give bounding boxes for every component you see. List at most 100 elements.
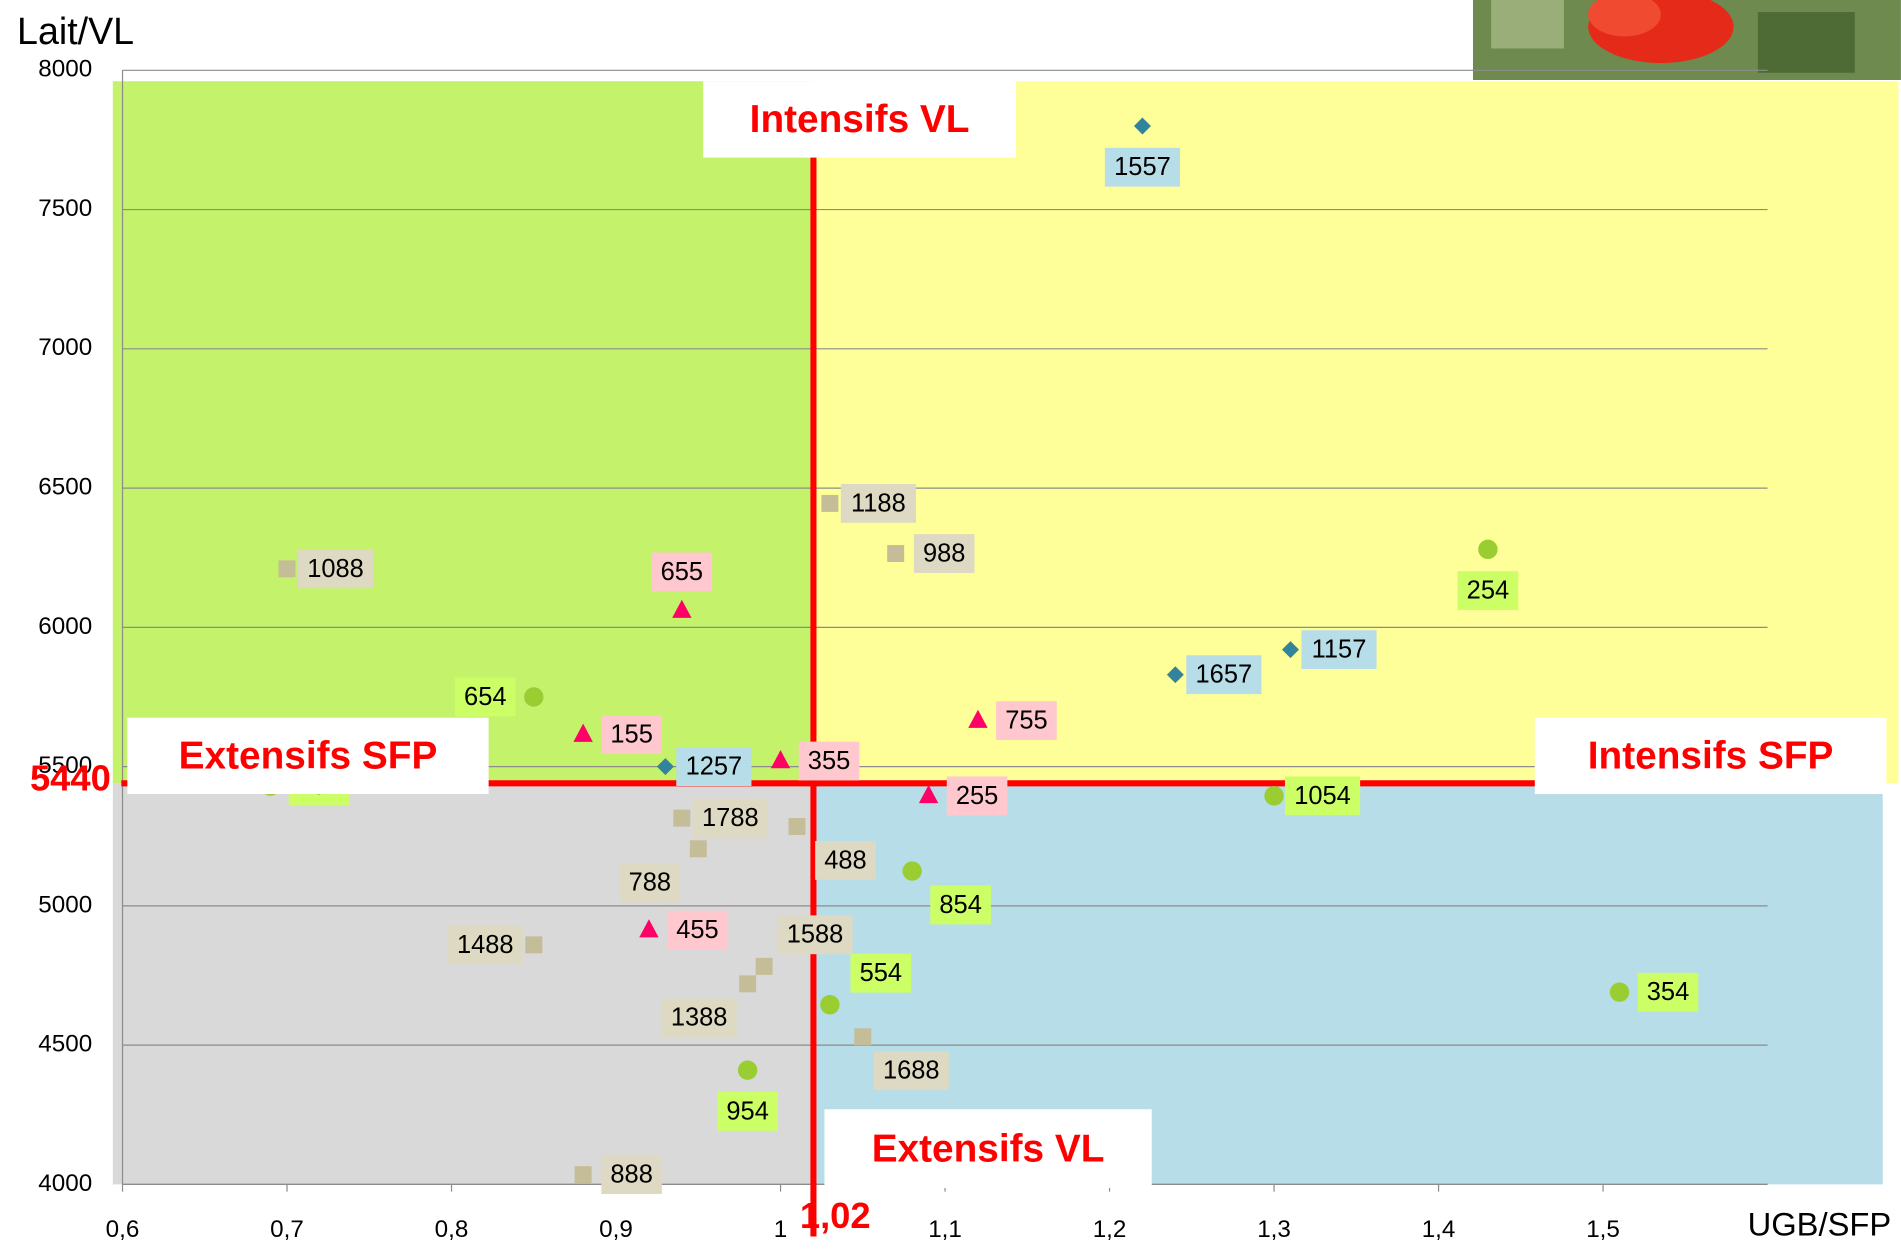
point-label: 1588 <box>787 921 844 949</box>
label-bg <box>601 1155 662 1195</box>
point <box>573 723 593 742</box>
point-label: 655 <box>661 558 703 586</box>
x-tick-label: 1,5 <box>1586 1216 1620 1243</box>
label-bg <box>946 776 1008 816</box>
x-tick-label: 1,3 <box>1257 1216 1291 1243</box>
point-label: 455 <box>676 916 718 944</box>
label-bg <box>1637 972 1699 1012</box>
point <box>821 494 839 512</box>
point-label: 554 <box>860 959 902 987</box>
label-bg <box>692 798 768 838</box>
annotation-box <box>703 81 1016 158</box>
annotation: Intensifs VL <box>750 98 970 141</box>
point-label: 254 <box>1467 577 1509 605</box>
point-label: 255 <box>956 782 998 810</box>
annotation: Intensifs SFP <box>1588 735 1834 778</box>
label-bg <box>1301 630 1377 670</box>
point-label: 354 <box>1647 978 1689 1006</box>
y-tick-label: 5500 <box>38 752 92 779</box>
point <box>673 809 691 827</box>
label-bg <box>1186 655 1262 695</box>
point <box>689 840 707 858</box>
label-bg <box>798 741 860 781</box>
label-bg <box>996 701 1057 741</box>
y-tick-label: 6000 <box>38 613 92 640</box>
x-tick-label: 0,9 <box>599 1216 633 1243</box>
annotation-box <box>824 1109 1152 1189</box>
point <box>639 919 659 938</box>
point-label: 1557 <box>1114 153 1171 181</box>
x-tick-label: 1,2 <box>1093 1216 1127 1243</box>
label-bg <box>676 747 752 787</box>
point <box>1478 539 1498 560</box>
threshold-label: 5440 <box>30 758 111 799</box>
point <box>574 1166 592 1184</box>
x-tick-label: 1,4 <box>1422 1216 1456 1243</box>
point <box>672 599 692 618</box>
point <box>1133 117 1151 135</box>
point <box>902 861 922 881</box>
point-label: 488 <box>824 846 866 874</box>
point <box>737 1060 758 1080</box>
point <box>854 1028 872 1046</box>
y-tick-label: 6500 <box>38 473 92 500</box>
quadrant-bg <box>112 81 814 784</box>
x-tick-label: 0,7 <box>270 1216 304 1243</box>
quadrant-bg <box>813 81 1899 784</box>
label-bg <box>840 484 916 523</box>
x-tick-label: 1 <box>774 1216 787 1243</box>
label-bg <box>1104 147 1181 187</box>
y-tick-label: 8000 <box>38 56 92 83</box>
point-label: 888 <box>610 1161 652 1189</box>
point-label: 1788 <box>702 804 759 832</box>
y-tick-label: 7500 <box>38 195 92 222</box>
y-tick-label: 4500 <box>38 1031 92 1058</box>
label-bg <box>850 953 912 993</box>
label-bg <box>619 863 681 903</box>
label-bg <box>651 552 713 592</box>
point <box>1166 666 1184 684</box>
point-label: 1657 <box>1196 661 1253 689</box>
point <box>788 818 806 835</box>
point-label: 1054 <box>1294 782 1351 810</box>
label-bg <box>873 1051 949 1091</box>
point <box>770 750 791 769</box>
point <box>887 545 905 563</box>
point-label: 1257 <box>686 753 743 781</box>
point-label: 355 <box>808 747 850 775</box>
label-bg <box>717 1092 778 1131</box>
point <box>755 957 773 975</box>
point-label: 755 <box>1005 707 1047 735</box>
annotation: Extensifs SFP <box>179 735 438 778</box>
annotation: Extensifs VL <box>872 1127 1105 1170</box>
point-label: 155 <box>610 721 652 749</box>
quadrant-bg <box>112 783 814 1185</box>
label-bg <box>601 715 662 754</box>
label-bg <box>297 549 374 589</box>
point-label: 1688 <box>883 1057 940 1085</box>
annotation-box <box>127 717 489 795</box>
label-bg <box>815 841 876 880</box>
x-tick-label: 0,6 <box>106 1216 140 1243</box>
x-tick-label: 1,1 <box>928 1216 962 1243</box>
point <box>1609 982 1630 1002</box>
label-bg <box>667 910 728 950</box>
label-bg <box>661 998 737 1038</box>
y-tick-label: 5000 <box>38 891 92 918</box>
y-tick-label: 4000 <box>38 1170 92 1197</box>
x-tick-label: 0,8 <box>435 1216 469 1243</box>
label-bg <box>777 915 853 955</box>
point <box>1264 786 1284 806</box>
point-label: 1388 <box>671 1004 728 1032</box>
point-label: 1088 <box>307 555 364 583</box>
label-bg <box>913 534 975 573</box>
point-label: 654 <box>464 683 506 711</box>
y-axis-title: Lait/VL <box>17 10 134 52</box>
label-bg <box>930 885 991 925</box>
point-label: 1188 <box>851 489 906 517</box>
point <box>278 560 296 578</box>
x-axis-title: UGB/SFP <box>1748 1205 1892 1242</box>
point-label: 1157 <box>1312 636 1367 664</box>
y-tick-label: 7000 <box>38 334 92 361</box>
